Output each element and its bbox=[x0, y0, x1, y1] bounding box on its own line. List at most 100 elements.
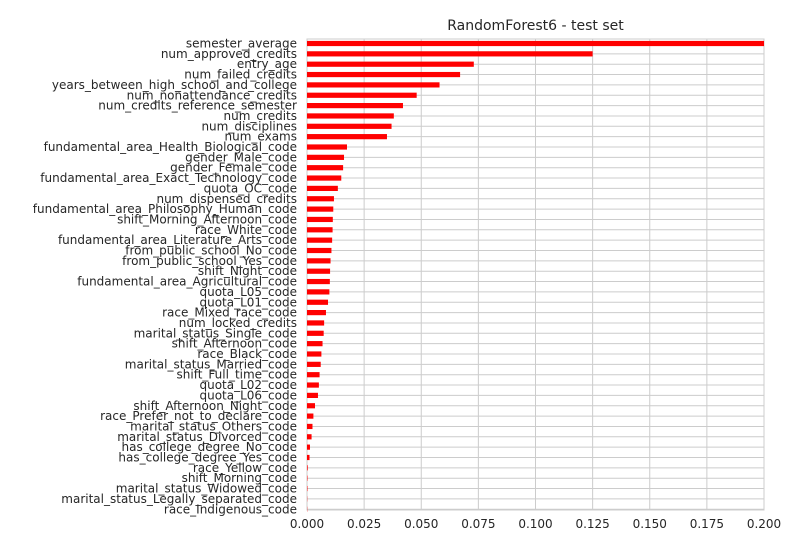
y-tick-label: quota_L01_code bbox=[199, 295, 297, 309]
bar-shift_Morning_Afternoon_code bbox=[307, 216, 333, 223]
y-tick-label: fundamental_area_Literature_Arts_code bbox=[58, 233, 297, 247]
y-tick-label: shift_Morning_code bbox=[182, 471, 297, 485]
bar-race_Prefer_not_to_declare_code bbox=[307, 413, 314, 419]
y-tick-label: race_Black_code bbox=[197, 347, 297, 361]
x-tick-label: 0.175 bbox=[690, 517, 724, 531]
y-tick-label: num_approved_credits bbox=[161, 47, 297, 61]
bar-race_Mixed_race_code bbox=[307, 310, 326, 316]
y-tick-label: marital_status_Widowed_code bbox=[116, 482, 297, 496]
bar-gender_Female_code bbox=[307, 165, 344, 171]
y-tick-label: quota_L06_code bbox=[199, 388, 297, 402]
x-tick-labels: 0.000 0.025 0.050 0.075 0.100 0.125 0.150 0.175… bbox=[290, 517, 781, 531]
bar-fundamental_area_Literature_Arts_code bbox=[307, 237, 333, 243]
y-tick-label: marital_status_Single_code bbox=[134, 326, 297, 340]
x-tick-label: 0.000 bbox=[290, 517, 324, 531]
y-tick-label: fundamental_area_Philosophy_Human_code bbox=[33, 202, 297, 216]
y-tick-label: num_exams bbox=[225, 130, 297, 144]
y-tick-label: num_failed_credits bbox=[184, 68, 297, 82]
y-tick-label: shift_Night_code bbox=[198, 264, 297, 278]
bar-shift_Full_time_code bbox=[307, 372, 320, 378]
bar-from_public_school_No_code bbox=[307, 247, 332, 254]
y-tick-label: num_nonattendance_credits bbox=[127, 88, 297, 102]
x-tick-label: 0.025 bbox=[347, 517, 381, 531]
y-tick-label: fundamental_area_Agricultural_code bbox=[77, 275, 297, 289]
y-tick-label: race_White_code bbox=[195, 223, 297, 237]
y-tick-label: marital_status_Married_code bbox=[125, 357, 297, 371]
y-tick-label: shift_Afternoon_Night_code bbox=[133, 399, 297, 413]
bar-num_disciplines bbox=[307, 123, 392, 129]
x-tick-label: 0.150 bbox=[633, 517, 667, 531]
bar-num_exams bbox=[307, 134, 387, 140]
x-tick-label: 0.100 bbox=[518, 517, 552, 531]
y-tick-label: from_public_school_No_code bbox=[125, 244, 297, 258]
y-tick-label: has_college_degree_No_code bbox=[121, 440, 297, 454]
y-tick-label: entry_age bbox=[237, 57, 297, 71]
y-tick-label: race_Prefer_not_to_declare_code bbox=[100, 409, 297, 423]
y-tick-label: shift_Full_time_code bbox=[177, 368, 297, 382]
bar-has_college_degree_No_code bbox=[307, 444, 310, 450]
bar-semester_average bbox=[307, 40, 764, 47]
bar-marital_status_Married_code bbox=[307, 361, 321, 367]
bar-fundamental_area_Health_Biological_code bbox=[307, 144, 347, 150]
bar-num_approved_credits bbox=[307, 51, 593, 57]
bar-gender_Male_code bbox=[307, 154, 345, 160]
bar-num_credits bbox=[307, 113, 394, 119]
y-tick-label: gender_Female_code bbox=[170, 161, 297, 175]
y-tick-label: race_Indigenous_code bbox=[164, 502, 297, 516]
bar-quota_L06_code bbox=[307, 392, 318, 398]
bar-has_college_degree_Yes_code bbox=[307, 454, 310, 461]
bar-race_White_code bbox=[307, 227, 333, 233]
y-tick-label: race_Yellow_code bbox=[193, 461, 297, 475]
x-tick-label: 0.050 bbox=[404, 517, 438, 531]
bar-shift_Night_code bbox=[307, 268, 331, 274]
bar-years_between_high_school_and_college bbox=[307, 82, 440, 88]
bar-fundamental_area_Agricultural_code bbox=[307, 278, 330, 285]
y-tick-label: fundamental_area_Health_Biological_code bbox=[44, 140, 297, 154]
y-tick-label: race_Mixed_race_code bbox=[162, 306, 297, 320]
y-tick-labels: semester_averagenum_approved_creditsentr… bbox=[33, 37, 297, 517]
bar-quota_OC_code bbox=[307, 185, 338, 191]
y-tick-label: marital_status_Legally_separated_code bbox=[61, 492, 297, 506]
y-tick-label: gender_Male_code bbox=[185, 150, 297, 164]
bar-race_Black_code bbox=[307, 351, 322, 357]
x-tick-label: 0.200 bbox=[747, 517, 781, 531]
bar-num_credits_reference_semester bbox=[307, 103, 403, 109]
bar-marital_status_Divorced_code bbox=[307, 434, 312, 440]
y-tick-label: num_dispensed_credits bbox=[156, 192, 297, 206]
bar-shift_Afternoon_Night_code bbox=[307, 403, 315, 409]
y-tick-label: shift_Morning_Afternoon_code bbox=[117, 212, 297, 226]
bar-entry_age bbox=[307, 61, 474, 67]
y-tick-label: shift_Afternoon_code bbox=[172, 337, 297, 351]
y-tick-label: fundamental_area_Exact_Technology_code bbox=[40, 171, 297, 185]
y-tick-label: semester_average bbox=[186, 37, 297, 51]
bar-quota_L01_code bbox=[307, 299, 329, 305]
bar-fundamental_area_Philosophy_Human_code bbox=[307, 206, 334, 212]
y-tick-label: num_credits bbox=[224, 109, 297, 123]
bar-marital_status_Single_code bbox=[307, 330, 324, 336]
y-tick-label: num_disciplines bbox=[201, 119, 297, 133]
y-tick-label: quota_L05_code bbox=[199, 285, 297, 299]
bar-from_public_school_Yes_code bbox=[307, 258, 331, 264]
y-tick-label: marital_status_Others_code bbox=[130, 419, 297, 433]
bar-fundamental_area_Exact_Technology_code bbox=[307, 175, 342, 181]
x-tick-label: 0.125 bbox=[575, 517, 609, 531]
bar-num_failed_credits bbox=[307, 71, 461, 78]
y-tick-label: years_between_high_school_and_college bbox=[52, 78, 297, 92]
y-tick-label: has_college_degree_Yes_code bbox=[118, 451, 297, 465]
y-tick-label: quota_OC_code bbox=[204, 181, 297, 195]
bar-race_Yellow_code bbox=[307, 465, 308, 471]
y-tick-label: marital_status_Divorced_code bbox=[117, 430, 297, 444]
chart-title: RandomForest6 - test set bbox=[447, 18, 624, 34]
x-tick-label: 0.075 bbox=[461, 517, 495, 531]
bar-marital_status_Others_code bbox=[307, 423, 313, 430]
bar-num_nonattendance_credits bbox=[307, 92, 417, 98]
y-tick-label: num_credits_reference_semester bbox=[98, 99, 297, 113]
bar-shift_Afternoon_code bbox=[307, 341, 323, 347]
bar-quota_L05_code bbox=[307, 289, 330, 295]
bar-group bbox=[307, 40, 764, 512]
y-tick-label: num_locked_credits bbox=[179, 316, 297, 330]
bar-num_locked_credits bbox=[307, 320, 325, 326]
y-tick-label: from_public_school_Yes_code bbox=[122, 254, 297, 268]
bar-num_dispensed_credits bbox=[307, 196, 334, 202]
